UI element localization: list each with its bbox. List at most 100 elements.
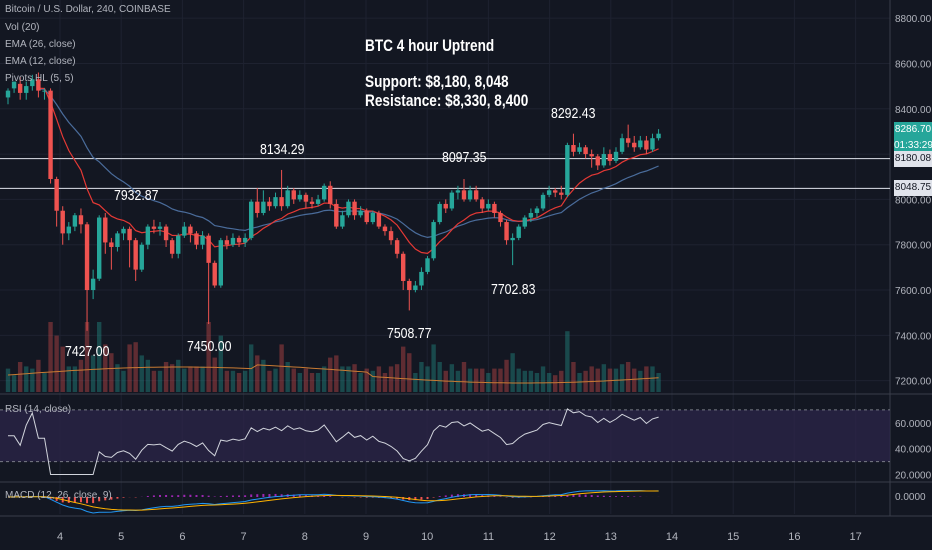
volume-bar xyxy=(461,362,467,392)
candle-body xyxy=(388,231,394,241)
legend-ema26: EMA (26, close) xyxy=(5,39,76,50)
candle-body xyxy=(48,90,53,180)
candle-body xyxy=(17,83,23,93)
time-tick-label: 6 xyxy=(179,531,185,543)
volume-bar xyxy=(358,373,363,392)
volume-bar xyxy=(516,368,521,392)
volume-bar xyxy=(431,344,436,392)
time-tick-label: 12 xyxy=(543,531,555,543)
volume-bar xyxy=(66,366,71,392)
volume-bar xyxy=(303,368,309,392)
price-tag-last: 8286.70 xyxy=(894,122,932,139)
price-tick-label: 7600.00 xyxy=(895,286,932,297)
volume-bar xyxy=(376,366,382,392)
volume-bar xyxy=(364,368,369,392)
candle-body xyxy=(200,235,205,245)
volume-bar xyxy=(194,366,199,392)
candle-body xyxy=(249,201,254,238)
candle-body xyxy=(182,226,187,236)
note-support: Support: $8,180, 8,048 xyxy=(365,72,509,91)
price-tick-label: 8600.00 xyxy=(895,59,932,70)
candle-body xyxy=(78,215,84,225)
volume-bar xyxy=(273,368,278,392)
candle-body xyxy=(328,185,333,204)
volume-bar xyxy=(157,370,163,392)
price-tick-label: 8000.00 xyxy=(895,195,932,206)
candle-body xyxy=(224,240,230,245)
candle-body xyxy=(321,185,327,200)
legend-macd: MACD (12, 26, close, 9) xyxy=(5,490,112,501)
volume-bar xyxy=(212,357,217,392)
candle-body xyxy=(72,215,78,227)
price-tick-label: 7400.00 xyxy=(895,331,932,342)
candle-body xyxy=(84,224,90,291)
candle-body xyxy=(510,237,515,241)
macd-tick-label: 0.0000 xyxy=(895,492,926,503)
volume-bar xyxy=(206,322,211,392)
volume-bar xyxy=(36,359,41,392)
candle-body xyxy=(480,199,485,209)
candle-body xyxy=(315,199,321,204)
volume-bar xyxy=(42,373,47,392)
candle-body xyxy=(553,190,558,193)
candle-body xyxy=(473,190,479,200)
candle-body xyxy=(571,145,576,152)
volume-bar xyxy=(78,359,84,392)
volume-bar xyxy=(176,359,181,392)
candle-body xyxy=(419,271,424,286)
candle-body xyxy=(218,240,223,286)
candle-body xyxy=(121,228,126,234)
price-tick-label: 7200.00 xyxy=(895,377,932,388)
pivot-label: 7508.77 xyxy=(387,324,432,342)
volume-bar xyxy=(601,364,607,392)
candle-body xyxy=(401,253,406,281)
volume-bar xyxy=(230,370,236,392)
candle-body xyxy=(151,226,157,229)
volume-bar xyxy=(565,331,570,392)
candle-body xyxy=(273,197,278,207)
volume-bar xyxy=(510,353,515,392)
volume-bar xyxy=(401,346,406,392)
candle-body xyxy=(559,192,564,195)
candle-body xyxy=(546,190,552,195)
candle-body xyxy=(334,203,339,227)
candle-body xyxy=(498,212,503,223)
price-tag-line: 8180.08 xyxy=(894,150,932,167)
volume-bar xyxy=(346,366,351,392)
candle-body xyxy=(437,203,442,223)
volume-bar xyxy=(413,373,418,392)
candle-body xyxy=(358,210,363,216)
volume-bar xyxy=(72,366,78,392)
volume-bar xyxy=(382,373,388,392)
volume-bar xyxy=(328,357,333,392)
candle-body xyxy=(461,190,467,200)
candle-body xyxy=(169,240,175,254)
volume-bar xyxy=(644,366,649,392)
volume-bar xyxy=(285,362,290,392)
volume-bar xyxy=(54,335,59,392)
candle-body xyxy=(36,79,41,91)
volume-bar xyxy=(315,373,321,392)
price-tick-label: 8800.00 xyxy=(895,14,932,25)
candle-body xyxy=(90,278,96,291)
candle-body xyxy=(540,194,546,209)
pivot-label: 7932.87 xyxy=(113,186,159,204)
candle-body xyxy=(230,237,236,245)
candle-body xyxy=(157,226,163,229)
candle-body xyxy=(638,140,643,148)
volume-bar xyxy=(504,359,509,392)
volume-bar xyxy=(577,373,582,392)
candle-body xyxy=(261,201,266,213)
time-tick-label: 7 xyxy=(241,531,247,543)
time-tick-label: 10 xyxy=(421,531,433,543)
pivot-label: 8097.35 xyxy=(442,149,487,167)
candle-body xyxy=(394,240,400,254)
volume-bar xyxy=(48,322,53,392)
candle-body xyxy=(632,142,637,148)
volume-bar xyxy=(492,368,497,392)
time-tick-label: 5 xyxy=(118,531,124,543)
candle-body xyxy=(656,133,661,139)
volume-bar xyxy=(261,359,266,392)
volume-bar xyxy=(291,368,296,392)
